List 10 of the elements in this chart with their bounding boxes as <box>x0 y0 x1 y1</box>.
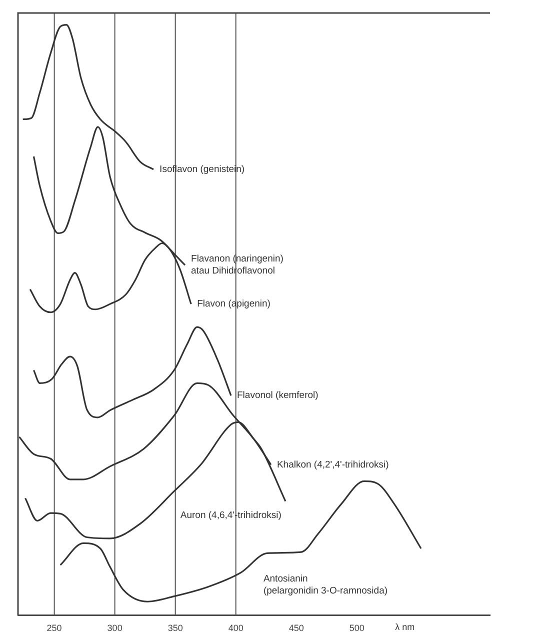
x-tick-label: 350 <box>168 623 183 634</box>
x-axis-title: λ nm <box>395 622 415 632</box>
x-tick-label: 300 <box>107 623 122 634</box>
x-tick-label: 250 <box>46 623 62 634</box>
series-label: Flavonol (kemferol) <box>237 390 318 402</box>
x-tick-label: 400 <box>228 623 244 634</box>
x-tick-label: 500 <box>349 623 364 634</box>
x-tick-label: 450 <box>288 623 304 634</box>
series-label: Khalkon (4,2',4'-trihidroksi) <box>276 459 389 470</box>
series-label: Antosianin (pelargonidin 3-O-ramnosida) <box>263 574 388 597</box>
